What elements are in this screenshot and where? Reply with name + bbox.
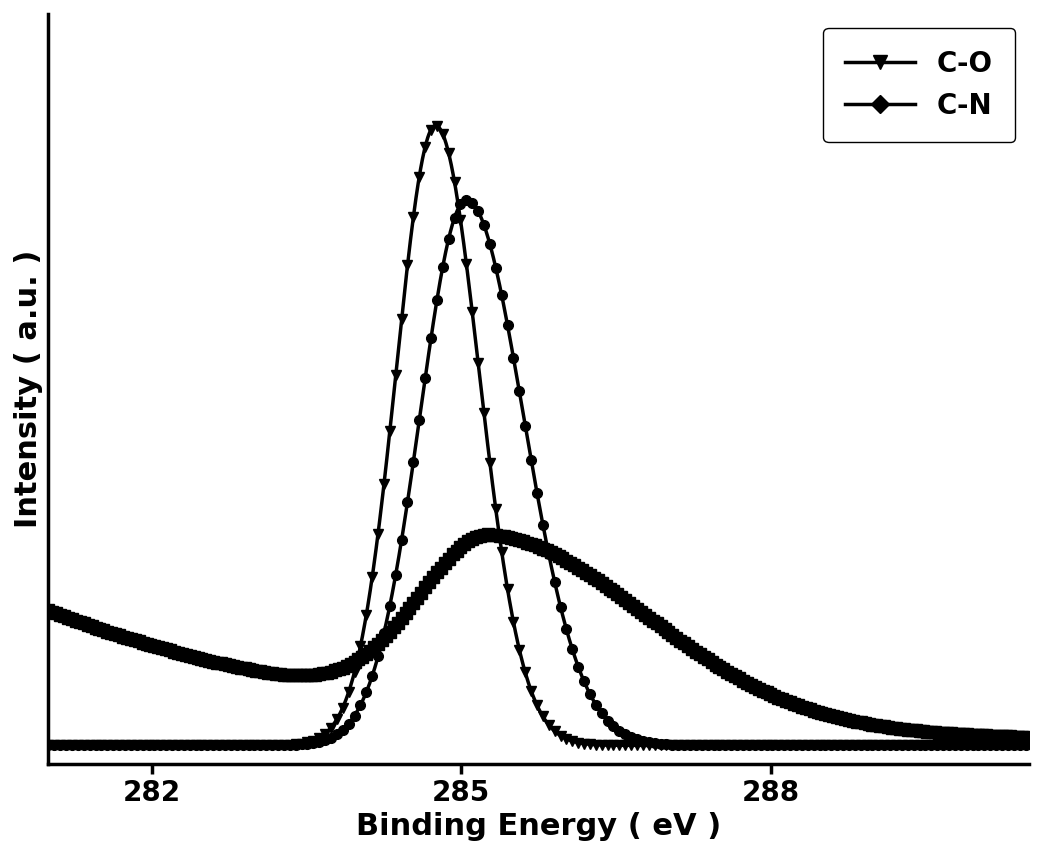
Legend: C-O, C-N: C-O, C-N: [823, 27, 1015, 142]
X-axis label: Binding Energy ( eV ): Binding Energy ( eV ): [356, 812, 722, 841]
Y-axis label: Intensity ( a.u. ): Intensity ( a.u. ): [14, 250, 43, 528]
